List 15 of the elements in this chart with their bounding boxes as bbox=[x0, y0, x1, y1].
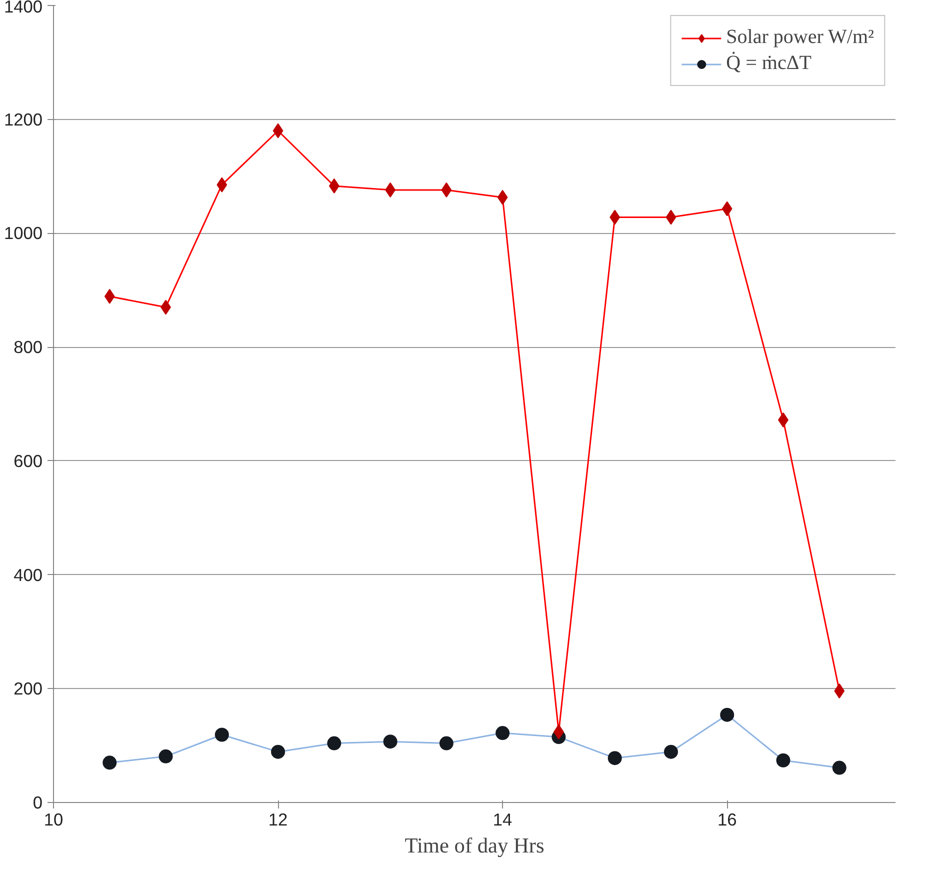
legend-label: Solar power W/m² bbox=[726, 26, 874, 49]
y-tick-label: 0 bbox=[32, 792, 43, 812]
x-tick-label: 14 bbox=[492, 810, 513, 830]
x-tick-label: 16 bbox=[717, 810, 737, 830]
x-tick-label: 12 bbox=[268, 810, 288, 830]
y-tick-label: 600 bbox=[14, 450, 43, 471]
x-axis-title: Time of day Hrs bbox=[404, 834, 544, 858]
y-tick-label: 1200 bbox=[4, 109, 43, 130]
x-tick-label: 10 bbox=[44, 810, 64, 830]
y-tick-label: 800 bbox=[14, 337, 43, 358]
legend-label: Q̇ = ṁcΔT bbox=[726, 52, 812, 75]
y-tick-label: 400 bbox=[14, 564, 43, 585]
y-tick-label: 1000 bbox=[4, 223, 43, 244]
y-tick-label: 1400 bbox=[4, 0, 43, 16]
y-tick-label: 200 bbox=[14, 678, 43, 699]
